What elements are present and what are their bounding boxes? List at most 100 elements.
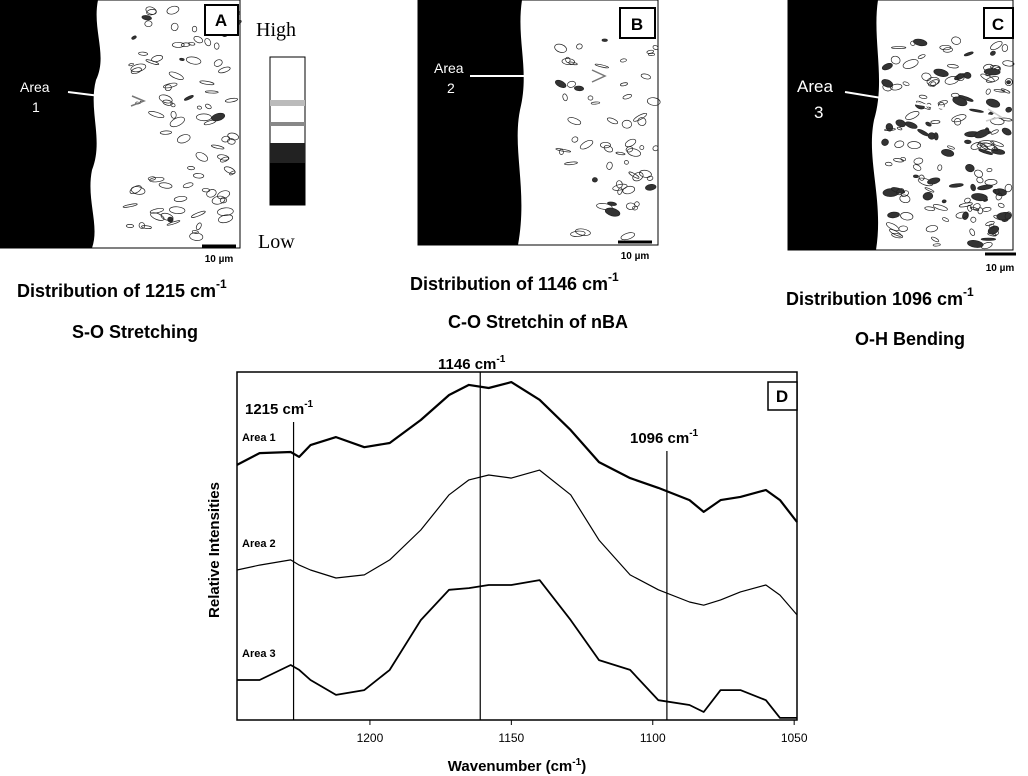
texture-mark — [1001, 127, 1012, 136]
texture-mark — [621, 119, 633, 129]
texture-mark — [601, 38, 608, 42]
scale-label: 10 µm — [621, 251, 650, 262]
texture-mark — [652, 145, 659, 152]
texture-mark — [622, 185, 636, 195]
scale-label: 10 µm — [986, 263, 1015, 274]
texture-mark — [579, 139, 594, 150]
texture-mark — [981, 242, 993, 250]
arrow — [844, 91, 999, 118]
texture-mark — [141, 15, 152, 21]
texture-mark — [634, 201, 640, 207]
x-tick-label: 1200 — [357, 731, 384, 745]
texture — [554, 38, 661, 241]
arrow-head — [130, 95, 147, 107]
texture-mark — [130, 186, 146, 195]
texture-mark — [639, 145, 645, 150]
texture-mark — [145, 6, 157, 15]
spectrum-line — [237, 579, 797, 719]
caption-text: Distribution of 1146 cm — [410, 274, 608, 294]
texture-mark — [1006, 80, 1011, 85]
texture-mark — [620, 232, 635, 241]
texture-mark — [217, 207, 234, 216]
texture-mark — [141, 225, 152, 229]
texture-mark — [895, 188, 905, 196]
texture-mark — [941, 199, 947, 204]
texture-mark — [191, 230, 199, 234]
texture-mark — [927, 132, 936, 140]
arrow-head — [985, 108, 1003, 122]
texture-mark — [622, 94, 633, 100]
texture-mark — [890, 187, 906, 194]
texture-mark — [917, 54, 926, 59]
texture-mark — [166, 220, 181, 226]
texture-mark — [188, 41, 196, 46]
texture-mark — [990, 129, 999, 135]
texture-mark — [148, 111, 165, 119]
colorbar-band — [270, 122, 305, 126]
texture-mark — [983, 142, 999, 152]
texture-mark — [571, 136, 579, 143]
texture-mark — [590, 101, 601, 105]
texture-mark — [125, 223, 135, 228]
texture-mark — [570, 230, 586, 237]
texture-mark — [171, 41, 185, 48]
texture-mark — [995, 192, 1003, 201]
texture-mark — [918, 94, 928, 99]
texture-mark — [604, 207, 621, 217]
texture-mark — [993, 89, 1006, 93]
texture-mark — [927, 177, 941, 185]
panel-letter: A — [215, 11, 227, 30]
texture-mark — [913, 157, 924, 165]
texture-mark — [169, 116, 185, 128]
texture-mark — [633, 112, 648, 122]
texture-mark — [905, 111, 920, 120]
texture-mark — [158, 94, 173, 104]
texture-mark — [189, 232, 204, 241]
texture-mark — [652, 45, 659, 50]
texture-mark — [982, 207, 992, 212]
texture-mark — [898, 225, 908, 232]
texture-mark — [210, 144, 225, 150]
texture-mark — [924, 206, 936, 211]
texture-mark — [169, 206, 186, 214]
caption: Distribution 1096 cm-1 — [786, 285, 974, 309]
annotation-sup: -1 — [689, 428, 698, 439]
x-tick-label: 1100 — [640, 731, 666, 745]
texture-mark — [912, 164, 922, 171]
texture-mark — [229, 170, 236, 176]
annotation-text: 1146 cm — [438, 356, 496, 373]
texture-mark — [179, 57, 185, 61]
texture-mark — [1000, 88, 1011, 94]
series-label: Area 3 — [242, 648, 276, 660]
texture-mark — [624, 138, 637, 148]
texture-mark — [900, 156, 907, 162]
texture-mark — [1001, 117, 1013, 122]
texture-mark — [955, 211, 968, 219]
texture-mark — [625, 202, 636, 210]
texture-mark — [1001, 44, 1009, 52]
texture-mark — [195, 222, 202, 231]
texture-mark — [971, 193, 988, 202]
panel-letter: C — [992, 15, 1004, 34]
texture-mark — [183, 95, 194, 101]
texture-mark — [211, 195, 226, 205]
panel-letter: D — [776, 387, 788, 406]
panel-a: A Area 1 10 µm High Low — [0, 0, 306, 265]
texture-mark — [967, 240, 984, 248]
texture-mark — [182, 182, 194, 189]
annotation: 1146 cm-1 — [438, 354, 506, 373]
texture-mark — [130, 63, 147, 73]
panel-b: B Area 2 10 µm — [417, 0, 661, 262]
texture-mark — [977, 140, 995, 147]
texture-mark — [227, 138, 236, 145]
texture-mark — [970, 183, 976, 192]
texture-mark — [554, 43, 567, 53]
texture-mark — [204, 90, 219, 94]
texture-mark — [988, 223, 995, 229]
colorbar-low: Low — [258, 231, 295, 253]
texture-mark — [626, 148, 641, 157]
annotation: 1215 cm-1 — [245, 399, 314, 418]
texture-mark — [646, 175, 654, 181]
texture-mark — [888, 229, 902, 237]
x-axis-title: Wavenumber (cm-1) — [448, 757, 586, 775]
